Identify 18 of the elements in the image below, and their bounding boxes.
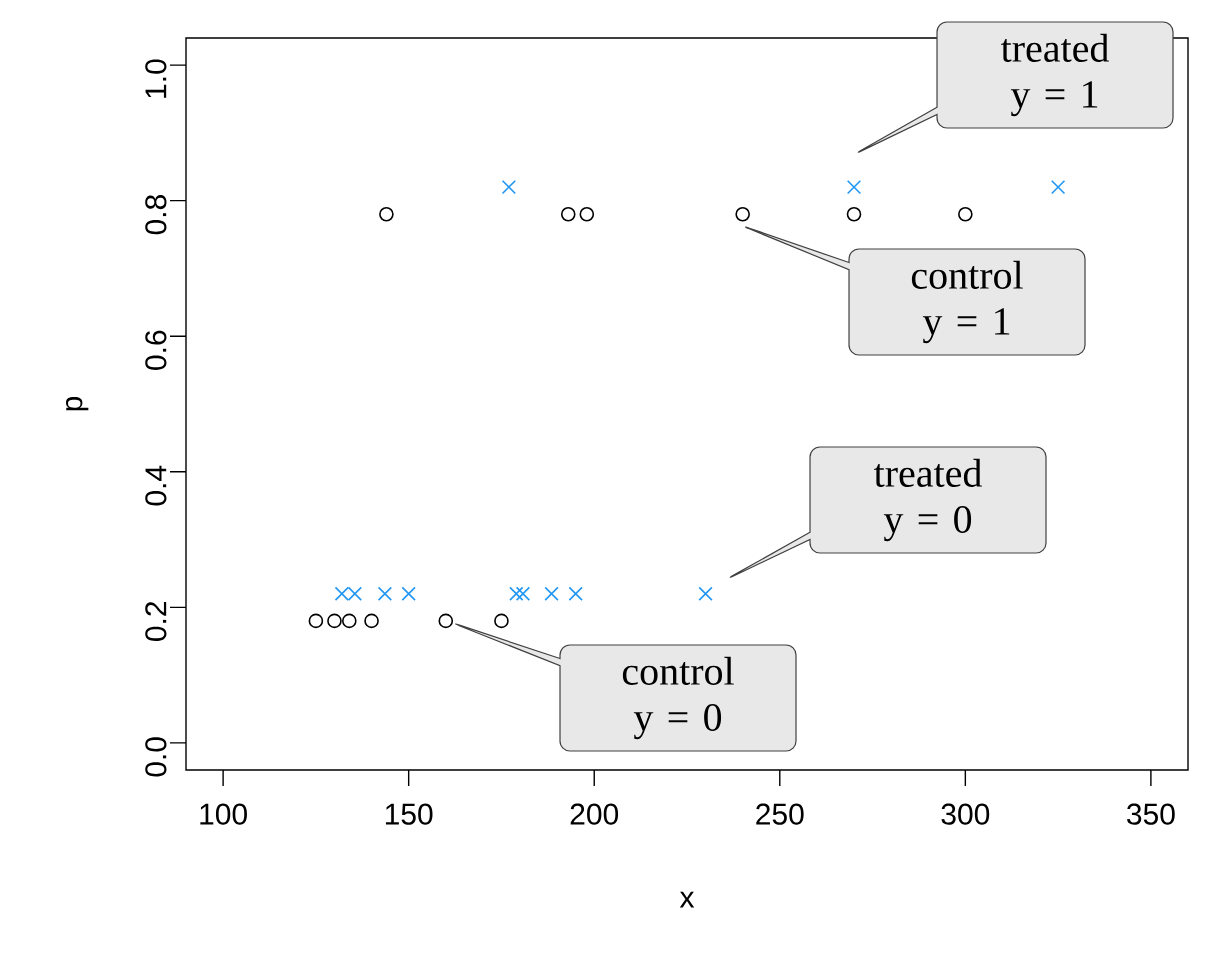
y-tick-label: 0.2 (145, 601, 167, 642)
y-tick-label: 1.0 (145, 59, 167, 98)
y-tick-label: 0.4 (145, 465, 167, 506)
annotation: control y = 1 (911, 260, 1023, 344)
x-tick-label: 350 (1127, 803, 1175, 825)
x-tick-label: 150 (385, 803, 433, 825)
y-axis-title: p (66, 396, 89, 411)
annotation: control y = 0 (622, 656, 734, 740)
y-tick-label: 0.0 (145, 737, 167, 777)
x-tick-label: 250 (756, 803, 804, 825)
x-tick-label: 300 (941, 803, 990, 825)
annotation: treated y = 0 (874, 458, 982, 542)
annotation: treated y = 1 (1001, 33, 1109, 117)
y-tick-label: 0.8 (145, 195, 167, 235)
x-axis-title: x (679, 891, 695, 908)
x-tick-label: 100 (200, 803, 247, 825)
y-tick-label: 0.6 (145, 330, 167, 370)
x-tick-label: 200 (570, 803, 619, 825)
